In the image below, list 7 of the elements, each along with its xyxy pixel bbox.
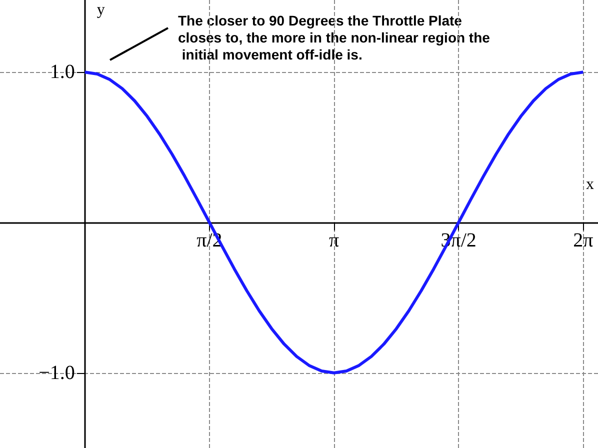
x-axis-title: x: [586, 176, 594, 193]
x-tick-label: π: [328, 229, 340, 252]
x-tick-label: 2π: [573, 229, 594, 252]
y-axis-title: y: [96, 2, 105, 18]
y-tick-label: −1.0: [38, 362, 75, 384]
annotation: The closer to 90 Degrees the Throttle Plate closes to, the more in the non-linear region the initial movement off-idle is.: [178, 12, 490, 62]
y-tick-label: 1.0: [50, 61, 75, 84]
